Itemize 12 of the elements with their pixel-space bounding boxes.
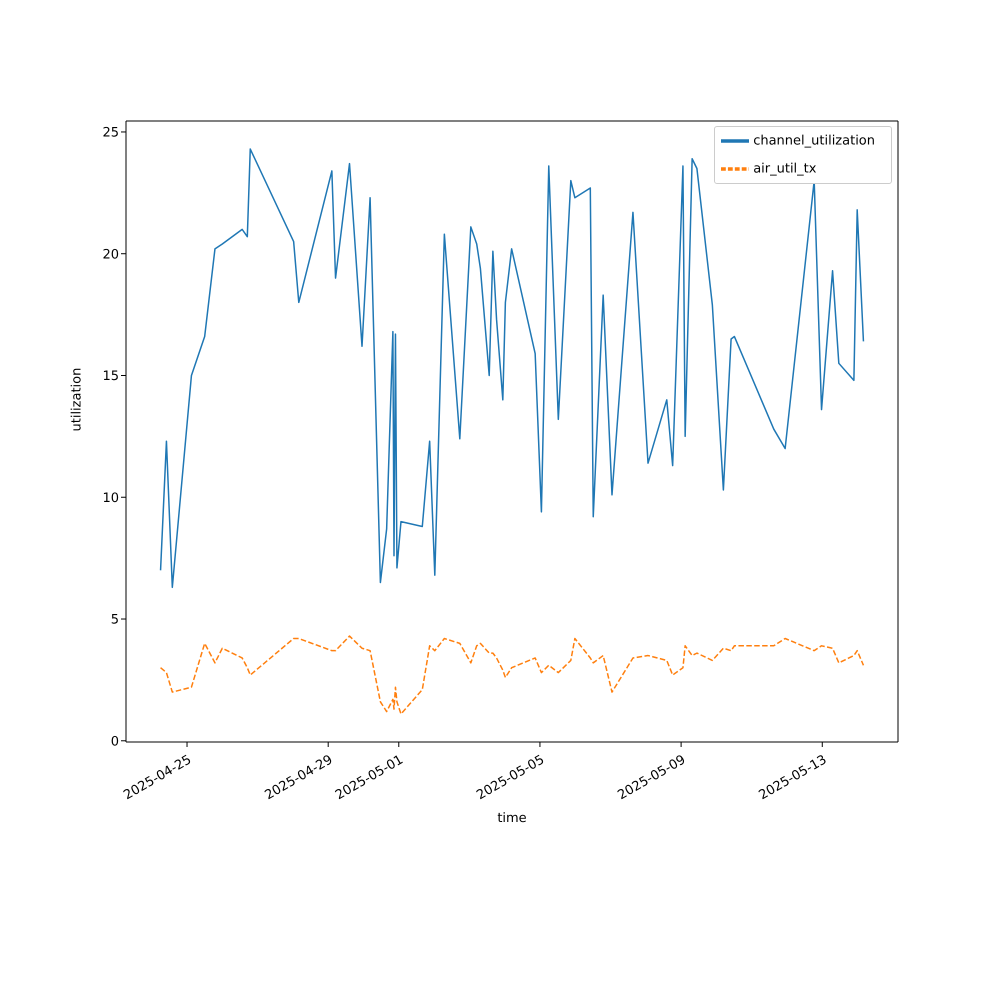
y-tick-label: 15 bbox=[102, 369, 119, 384]
legend-label: channel_utilization bbox=[753, 134, 875, 149]
x-axis-title: time bbox=[497, 811, 527, 826]
line-series bbox=[160, 148, 864, 588]
y-tick-label: 25 bbox=[102, 126, 119, 141]
y-axis-title: utilization bbox=[70, 368, 85, 432]
line-series bbox=[160, 635, 864, 715]
y-tick-label: 10 bbox=[102, 490, 119, 506]
y-tick-label: 20 bbox=[102, 247, 119, 262]
legend-label: air_util_tx bbox=[753, 162, 816, 177]
y-tick-label: 5 bbox=[110, 612, 119, 628]
y-tick-label: 0 bbox=[110, 734, 119, 750]
